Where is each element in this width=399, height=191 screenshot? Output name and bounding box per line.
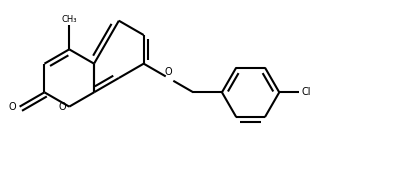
Text: CH₃: CH₃	[61, 15, 77, 24]
Text: O: O	[9, 102, 16, 112]
Text: O: O	[58, 102, 66, 112]
Text: O: O	[165, 67, 172, 77]
Text: Cl: Cl	[302, 87, 311, 97]
